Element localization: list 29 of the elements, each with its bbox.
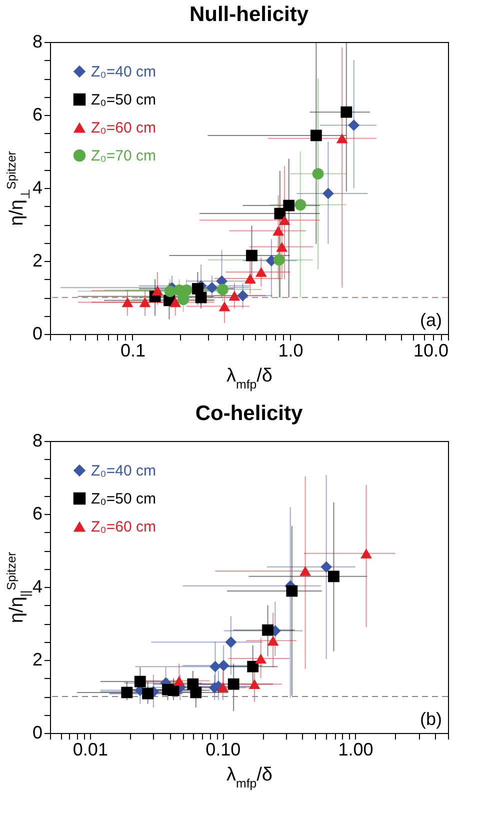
y-tick-label: 8: [32, 430, 42, 450]
annotation: (a): [420, 310, 442, 330]
y-tick-label: 6: [32, 504, 42, 524]
x-axis-title: λ$_{mfp}$/δ: [226, 366, 272, 392]
legend-label: Z₀=60 cm: [91, 518, 156, 536]
y-tick-label: 6: [32, 104, 42, 124]
legend-label: Z₀=60 cm: [91, 120, 156, 136]
x-tick-label: 0.1: [120, 340, 146, 360]
chart-title: Null-helicity: [189, 3, 309, 26]
legend-label: Z₀=70 cm: [91, 148, 156, 164]
x-tick-label: 10.0: [413, 340, 448, 360]
chart-title: Co-helicity: [195, 402, 303, 425]
y-tick-label: 8: [32, 32, 42, 52]
x-axis-title: λ$_{mfp}$/δ: [226, 764, 272, 790]
annotation: (b): [420, 709, 442, 729]
legend-label: Z₀=40 cm: [91, 64, 156, 80]
y-tick-label: 2: [32, 250, 42, 270]
y-tick-label: 0: [32, 324, 42, 344]
x-tick-label: 0.10: [206, 740, 241, 760]
x-tick-label: 1.00: [338, 740, 374, 760]
y-tick-label: 0: [32, 722, 42, 742]
legend-label: Z₀=50 cm: [91, 92, 156, 108]
x-tick-label: 1.0: [278, 340, 304, 360]
y-tick-label: 4: [32, 576, 42, 596]
legend-label: Z₀=40 cm: [91, 462, 156, 480]
y-tick-label: 4: [32, 178, 42, 198]
y-tick-label: 2: [32, 650, 42, 670]
x-tick-label: 0.01: [72, 740, 108, 760]
legend-label: Z₀=50 cm: [91, 490, 156, 508]
